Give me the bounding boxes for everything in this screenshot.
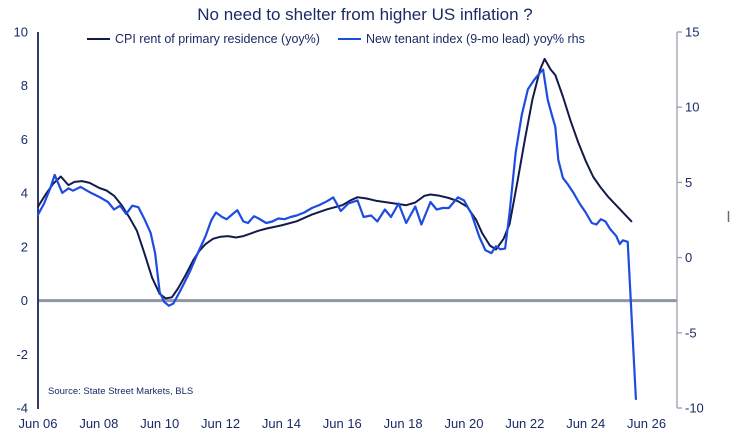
x-axis-tick-label: Jun 06 bbox=[18, 416, 57, 431]
left-axis-tick-label: 8 bbox=[21, 78, 28, 93]
x-axis-tick-label: Jun 18 bbox=[384, 416, 423, 431]
chart-title: No need to shelter from higher US inflat… bbox=[197, 5, 533, 24]
x-axis-tick-label: Jun 24 bbox=[566, 416, 605, 431]
x-axis-tick-label: Jun 08 bbox=[79, 416, 118, 431]
right-axis-tick-label: -5 bbox=[685, 325, 697, 340]
x-axis-tick-label: Jun 10 bbox=[140, 416, 179, 431]
new-tenant-line bbox=[36, 68, 638, 401]
legend-line-swatch-tenant bbox=[338, 37, 361, 41]
x-axis-tick-label: Jun 14 bbox=[262, 416, 301, 431]
left-axis-tick-label: -4 bbox=[16, 401, 28, 416]
right-axis-tick-label: 10 bbox=[685, 100, 699, 115]
x-axis-tick-label: Jun 16 bbox=[323, 416, 362, 431]
left-axis-tick-label: 10 bbox=[14, 25, 28, 40]
right-axis-tick-label: 15 bbox=[685, 25, 699, 40]
legend-label-cpi: CPI rent of primary residence (yoy%) bbox=[115, 32, 320, 46]
legend-item-new-tenant: New tenant index (9-mo lead) yoy% rhs bbox=[338, 31, 585, 47]
right-axis-tick-label: -10 bbox=[685, 401, 704, 416]
x-axis-tick-label: Jun 22 bbox=[505, 416, 544, 431]
legend-line-swatch-cpi bbox=[87, 37, 110, 41]
right-axis-tick-label: 5 bbox=[685, 175, 692, 190]
x-axis-tick-label: Jun 26 bbox=[627, 416, 666, 431]
right-axis-tick-label: 0 bbox=[685, 250, 692, 265]
cpi-rent-line bbox=[37, 57, 633, 300]
x-axis-tick-label: Jun 20 bbox=[444, 416, 483, 431]
left-axis-tick-label: 6 bbox=[21, 132, 28, 147]
x-axis-tick-label: Jun 12 bbox=[201, 416, 240, 431]
left-axis-tick-label: -2 bbox=[16, 347, 28, 362]
legend-label-tenant: New tenant index (9-mo lead) yoy% rhs bbox=[366, 32, 585, 46]
left-axis-tick-label: 2 bbox=[21, 239, 28, 254]
left-axis-tick-label: 0 bbox=[21, 293, 28, 308]
left-axis-tick-label: 4 bbox=[21, 186, 28, 201]
legend-item-cpi-rent: CPI rent of primary residence (yoy%) bbox=[87, 31, 320, 47]
source-note: Source: State Street Markets, BLS bbox=[48, 386, 194, 397]
